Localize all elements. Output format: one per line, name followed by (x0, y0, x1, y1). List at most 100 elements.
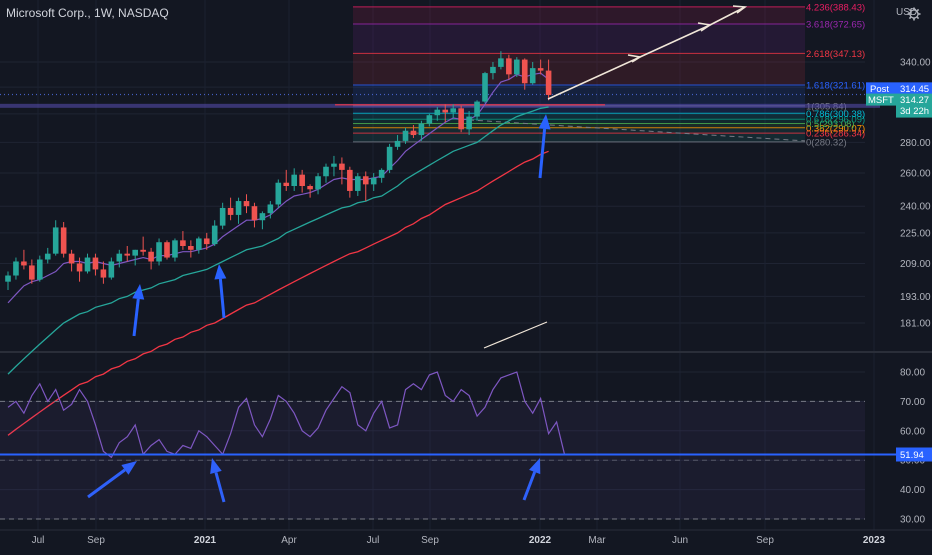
fib-level-label: 0.618(296.09) (806, 115, 865, 126)
candle-up (498, 51, 504, 70)
settings-icon[interactable] (907, 7, 921, 21)
last-value-tag (896, 93, 932, 118)
candle-up (490, 62, 496, 80)
candle-down (442, 104, 449, 123)
x-tick-label: 2021 (194, 535, 217, 546)
y-tick-label: 209.00 (900, 259, 931, 270)
candle-up (418, 120, 425, 141)
settings-icon-tooth (916, 8, 920, 12)
candle-body (426, 115, 433, 124)
candle-body (219, 207, 226, 226)
candle-down (148, 247, 154, 270)
fib-zone (353, 123, 805, 128)
currency-label: USD (896, 7, 918, 18)
candle-up (402, 127, 409, 144)
candle-up (259, 211, 266, 230)
settings-icon-ring (909, 9, 919, 19)
candle-down (339, 157, 345, 185)
candle-body (347, 169, 353, 191)
candle-down (164, 240, 170, 260)
candle-body (291, 174, 297, 186)
candle-body (466, 116, 472, 130)
y-tick-label: 240.00 (900, 202, 931, 213)
fib-level-label: 0(280.32) (806, 137, 847, 148)
candle-body (378, 169, 385, 178)
ema-slow-line (7, 150, 549, 436)
candle-down (203, 232, 210, 250)
candle-body (529, 68, 536, 84)
candle-body (52, 227, 59, 254)
candle-body (410, 130, 417, 136)
ema-mid-line (7, 106, 549, 375)
candle-up (355, 173, 361, 196)
candle-up (529, 62, 536, 85)
candle-up (450, 104, 456, 118)
candle-body (370, 177, 377, 185)
candle-body (299, 174, 305, 186)
candle-body (450, 108, 456, 113)
candle-up (370, 173, 377, 191)
fib-zone (353, 127, 805, 134)
candle-down (506, 54, 512, 80)
blue-arrow-head (132, 284, 145, 300)
candle-body (458, 108, 464, 130)
x-tick-label: 2022 (529, 535, 552, 546)
candle-up (466, 111, 472, 136)
candle-body (188, 245, 194, 250)
candle-down (283, 169, 290, 191)
projection-arrowhead (697, 22, 713, 32)
x-tick-label: 2023 (863, 535, 886, 546)
candle-down (458, 105, 464, 133)
fib-zone (353, 24, 805, 54)
candle-body (521, 59, 528, 84)
candle-up (52, 220, 59, 256)
candle-body (442, 109, 449, 113)
countdown: 3d 22h (900, 106, 929, 117)
candles (5, 51, 552, 291)
post-value-tag (896, 82, 932, 95)
candle-body (60, 227, 67, 254)
x-tick-label: Sep (756, 535, 774, 546)
candle-up (116, 249, 123, 268)
settings-icon-tooth (908, 8, 912, 12)
candle-body (355, 176, 361, 191)
rsi-line (7, 371, 566, 459)
x-tick-label: Sep (421, 535, 439, 546)
candle-body (537, 68, 544, 71)
candle-down (537, 59, 544, 75)
blue-arrow (522, 471, 537, 501)
candle-up (434, 106, 441, 121)
fibonacci-extension: 0(280.32)0.236(286.34)0.382(290.07)0.5(2… (353, 2, 865, 148)
drawn-line (483, 321, 548, 349)
candle-down (180, 231, 186, 250)
candle-body (156, 242, 162, 262)
candle-down (92, 253, 99, 276)
x-tick-label: Sep (87, 535, 105, 546)
candle-body (68, 253, 75, 264)
candle-body (164, 242, 170, 258)
candle-down (521, 58, 528, 90)
candle-body (490, 66, 496, 74)
candle-body (315, 176, 321, 190)
candle-body (275, 182, 282, 205)
support-band (0, 103, 880, 108)
rsi-value-tag (896, 447, 932, 462)
fib-level-label: 0.786(300.38) (806, 109, 865, 120)
candle-up (156, 238, 162, 266)
candle-body (434, 109, 441, 116)
blue-arrow-head (121, 461, 137, 475)
candle-body (44, 253, 51, 260)
projection-path (547, 6, 746, 100)
candle-body (21, 261, 27, 266)
candle-down (362, 171, 369, 202)
candle-up (315, 173, 321, 195)
blue-arrow (132, 298, 140, 337)
post-label-tag (866, 82, 896, 95)
fib-level-label: 3.618(372.65) (806, 20, 865, 31)
candle-down (29, 259, 35, 284)
candle-up (394, 135, 401, 150)
candle-body (140, 249, 146, 252)
candle-down (21, 249, 27, 270)
